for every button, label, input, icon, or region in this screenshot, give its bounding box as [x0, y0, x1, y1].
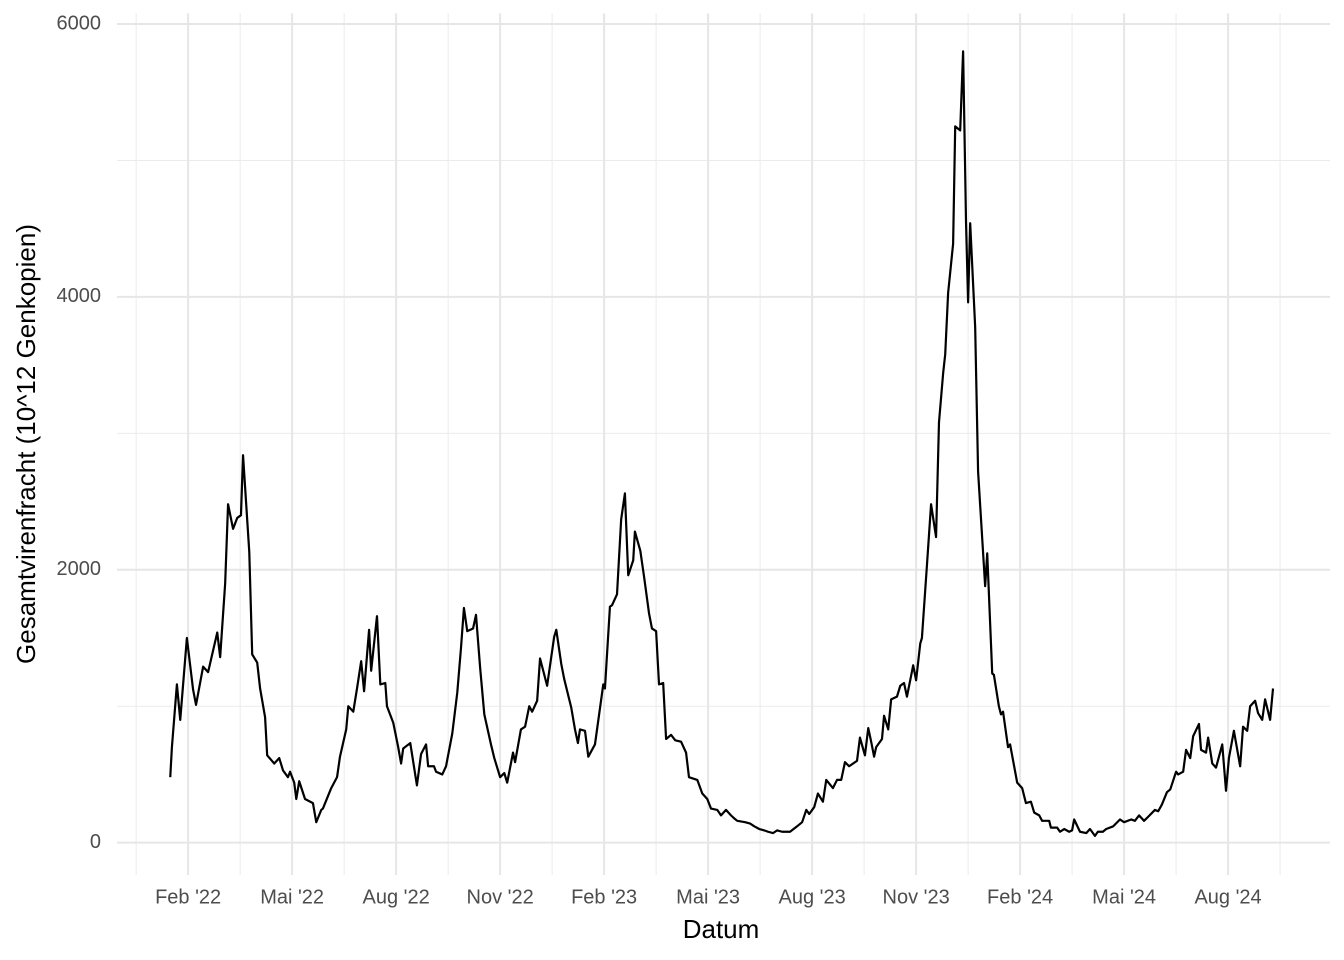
- y-tick-label: 4000: [57, 285, 102, 307]
- x-tick-label: Aug '24: [1194, 886, 1261, 908]
- x-tick-label: Aug '23: [778, 886, 845, 908]
- x-tick-label: Mai '22: [260, 886, 324, 908]
- x-tick-label: Mai '24: [1092, 886, 1156, 908]
- y-tick-label: 2000: [57, 558, 102, 580]
- y-tick-label: 0: [90, 831, 101, 853]
- x-axis-title: Datum: [683, 914, 760, 944]
- data-line: [169, 50, 1275, 837]
- x-tick-label: Feb '24: [987, 886, 1053, 908]
- y-axis-title: Gesamtvirenfracht (10^12 Genkopien): [11, 224, 41, 664]
- x-tick-label: Nov '22: [467, 886, 534, 908]
- x-tick-label: Aug '22: [363, 886, 430, 908]
- x-tick-label: Nov '23: [883, 886, 950, 908]
- y-tick-label: 6000: [57, 12, 102, 34]
- x-tick-label: Feb '23: [571, 886, 637, 908]
- x-tick-label: Feb '22: [155, 886, 221, 908]
- x-tick-label: Mai '23: [676, 886, 740, 908]
- grid: [117, 13, 1330, 875]
